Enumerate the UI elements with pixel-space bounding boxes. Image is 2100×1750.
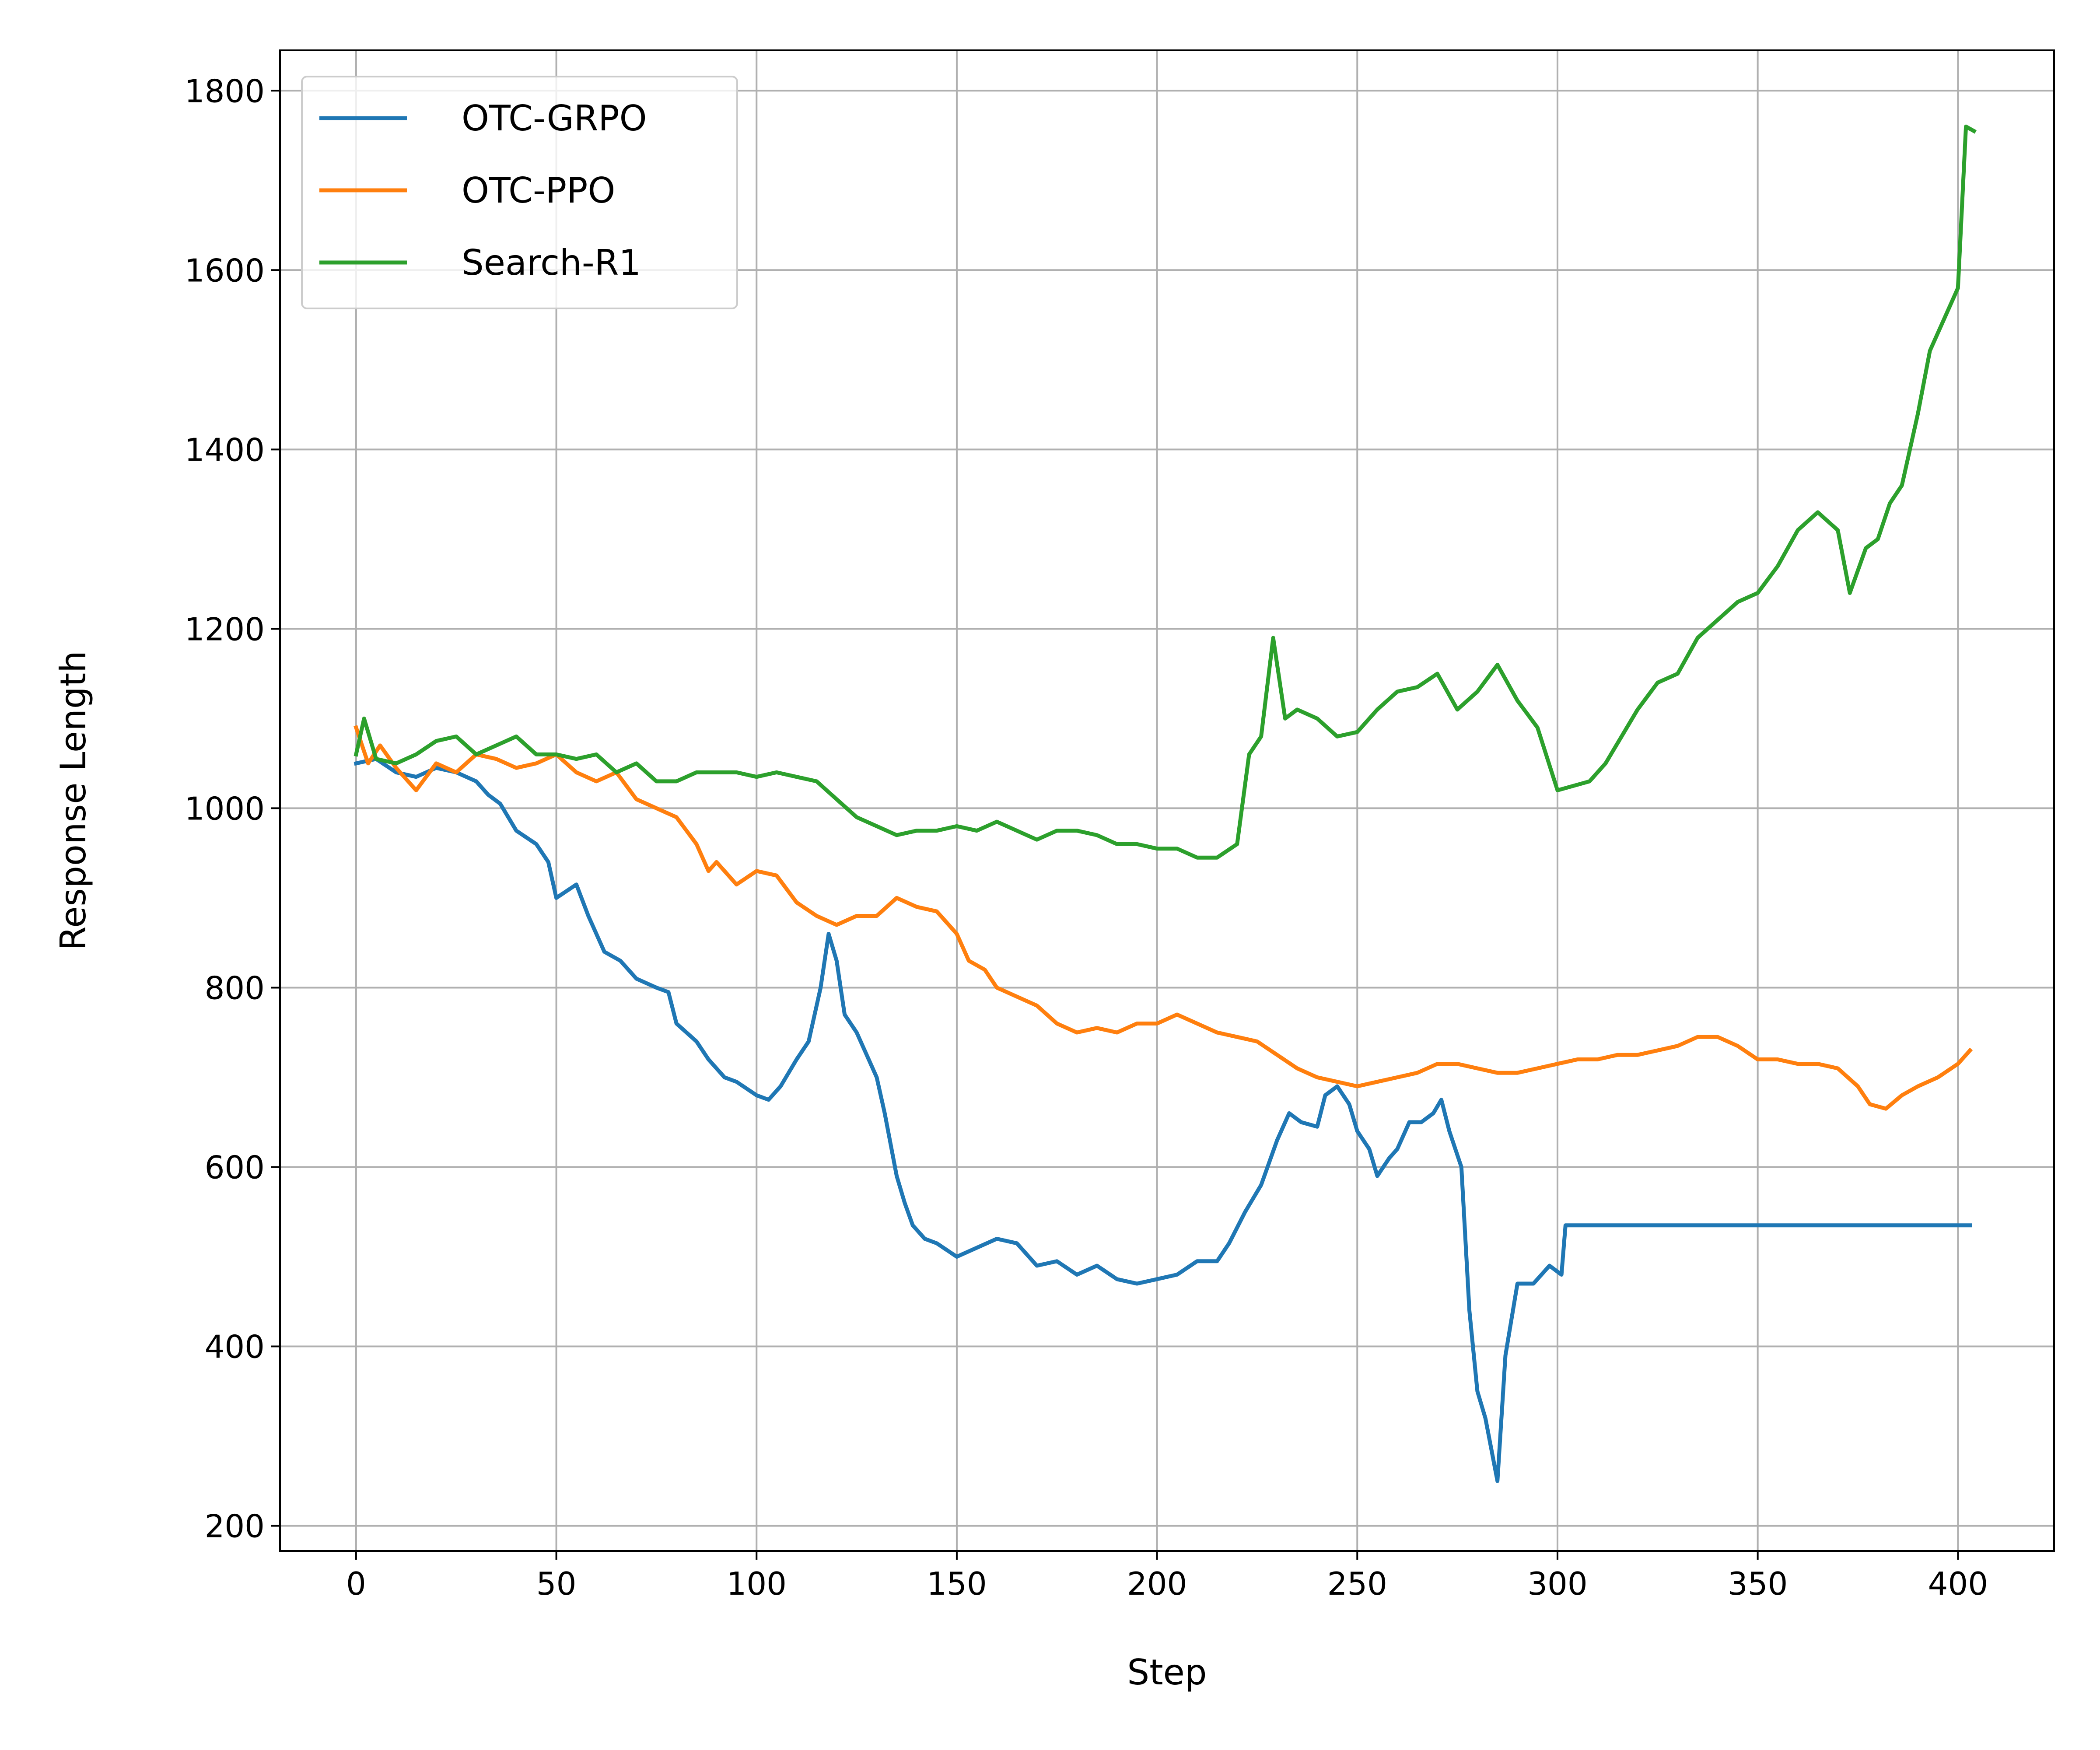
series-layer bbox=[354, 124, 1977, 1483]
x-tick-label: 150 bbox=[927, 1565, 987, 1602]
series-line-otc-grpo bbox=[354, 757, 1972, 1483]
x-tick-label: 400 bbox=[1928, 1565, 1988, 1602]
y-tick-label: 1400 bbox=[185, 431, 265, 468]
legend-label-search-r1: Search-R1 bbox=[462, 242, 641, 283]
y-tick-label: 1200 bbox=[185, 611, 265, 648]
x-tick-label: 100 bbox=[727, 1565, 787, 1602]
x-axis-label: Step bbox=[1127, 1652, 1207, 1693]
grid-lines bbox=[280, 50, 2054, 1551]
legend-label-otc-ppo: OTC-PPO bbox=[462, 170, 615, 211]
x-axis: 0 50 100 150 200 250 300 350 400 bbox=[346, 1551, 1988, 1602]
series-line-search-r1 bbox=[354, 124, 1977, 860]
legend-label-otc-grpo: OTC-GRPO bbox=[462, 98, 647, 139]
y-axis: 200 400 600 800 1000 1200 1400 1600 1800 bbox=[185, 73, 280, 1545]
y-tick-label: 1600 bbox=[185, 252, 265, 289]
x-tick-label: 250 bbox=[1327, 1565, 1387, 1602]
y-axis-label: Response Length bbox=[53, 651, 94, 951]
y-tick-label: 1000 bbox=[185, 790, 265, 827]
x-tick-label: 50 bbox=[536, 1565, 577, 1602]
y-tick-label: 400 bbox=[205, 1329, 265, 1365]
legend: OTC-GRPO OTC-PPO Search-R1 bbox=[301, 76, 738, 309]
y-tick-label: 600 bbox=[205, 1149, 265, 1186]
x-tick-label: 0 bbox=[346, 1565, 366, 1602]
x-tick-label: 300 bbox=[1527, 1565, 1587, 1602]
legend-entries: OTC-GRPO OTC-PPO Search-R1 bbox=[319, 98, 647, 283]
series-line-otc-ppo bbox=[354, 725, 1973, 1111]
x-tick-label: 350 bbox=[1728, 1565, 1788, 1602]
plot-frame bbox=[279, 49, 2055, 1552]
y-tick-label: 200 bbox=[205, 1508, 265, 1545]
legend-box bbox=[301, 76, 738, 309]
x-tick-label: 200 bbox=[1127, 1565, 1187, 1602]
y-tick-label: 800 bbox=[205, 970, 265, 1006]
y-tick-label: 1800 bbox=[185, 73, 265, 109]
